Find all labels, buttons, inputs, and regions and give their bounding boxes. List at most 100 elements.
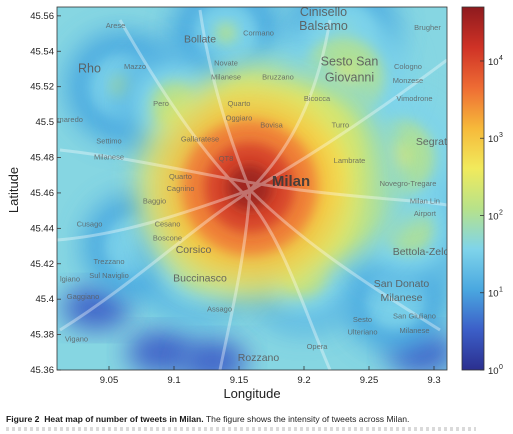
map-label: Cormano — [243, 28, 274, 37]
map-label: Pero — [153, 99, 169, 108]
map-label: Vigano — [65, 335, 88, 344]
heat-spot — [214, 22, 238, 45]
map-label: Oggiaro — [226, 113, 253, 122]
road-line — [57, 188, 251, 242]
x-tick-label: 9.05 — [100, 375, 119, 386]
map-label: Cinisello — [300, 5, 347, 19]
map-label: Milan Lin — [410, 197, 440, 206]
map-label: Bovisa — [260, 120, 283, 129]
caption-label: Figure 2 — [6, 414, 40, 424]
road-layer — [57, 9, 447, 370]
y-axis: 45.56 45.54 45.52 45.5 45.48 45.46 45.44 45.42 4… — [30, 11, 61, 376]
map-label: Novegro-Tregare — [380, 179, 437, 188]
y-tick-label: 45.52 — [30, 82, 54, 93]
map-label: Milanese — [94, 152, 124, 161]
road-line — [248, 188, 441, 332]
map-label: Milanese — [211, 73, 241, 82]
x-axis: 9.05 9.1 9.15 9.2 9.25 9.3 — [100, 366, 441, 386]
plot-frame — [56, 6, 448, 371]
x-tick-label: 9.3 — [427, 375, 440, 386]
map-label: San Giuliano — [393, 312, 436, 321]
y-tick-label: 45.44 — [30, 223, 54, 234]
map-label: Turro — [332, 120, 350, 129]
map-label: Milan — [272, 173, 310, 190]
map-label: Trezzano — [94, 257, 125, 266]
map-label: Opera — [307, 342, 329, 351]
map-label: Arese — [106, 21, 126, 30]
map-label: Monzese — [393, 76, 423, 85]
map-label: Bruzzano — [262, 73, 294, 82]
y-tick-label: 45.4 — [36, 294, 55, 305]
map-label: Quarto — [169, 172, 192, 181]
map-label: Bollate — [184, 33, 216, 45]
colorbar-tick-exponent: 4 — [499, 55, 503, 62]
map-label: lgiano — [60, 275, 80, 284]
map-label: Rozzano — [238, 352, 280, 364]
map-label: Lambrate — [334, 156, 366, 165]
map-label: Mazzo — [124, 62, 146, 71]
y-tick-label: 45.5 — [36, 117, 55, 128]
heat-layer — [62, 7, 447, 370]
map-label: Sesto — [353, 315, 372, 324]
colorbar-tick-exponent: 3 — [499, 132, 503, 139]
colorbar-tick-exponent: 2 — [499, 209, 503, 216]
map-label: Baggio — [143, 197, 166, 206]
heat-spot — [62, 286, 130, 331]
map-label: Rho — [78, 62, 101, 76]
x-axis-label: Longitude — [223, 386, 280, 401]
map-label: Giovanni — [325, 70, 374, 84]
colorbar-tick-label: 10 — [488, 134, 499, 145]
y-tick-label: 45.54 — [30, 46, 54, 57]
map-label: Balsamo — [299, 19, 348, 33]
road-line — [248, 19, 332, 192]
map-label: Vimodrone — [396, 94, 432, 103]
figure-caption: Figure 2 Heat map of number of tweets in… — [6, 414, 506, 425]
colorbar-tick-exponent: 0 — [499, 364, 503, 371]
y-tick-label: 45.46 — [30, 188, 54, 199]
map-label: Cologno — [394, 62, 422, 71]
map-label: Gallaratese — [181, 135, 219, 144]
map-label: Cesano — [155, 220, 181, 229]
map-label: Sesto San — [321, 54, 379, 68]
map-label: Corsico — [176, 244, 212, 256]
map-label: rnaredo — [57, 115, 83, 124]
x-tick-label: 9.2 — [297, 375, 310, 386]
colorbar-tick-label: 10 — [488, 57, 499, 68]
colorbar-tick-label: 10 — [488, 211, 499, 222]
colorbar-tick-exponent: 1 — [499, 287, 503, 294]
y-tick-label: 45.56 — [30, 11, 54, 22]
map-label: Cusago — [77, 220, 103, 229]
map-label: Airport — [414, 209, 437, 218]
map-label: Quarto — [228, 99, 251, 108]
map-label: Gaggiano — [67, 292, 100, 301]
y-tick-label: 45.38 — [30, 330, 54, 341]
map-label: San Donato — [374, 278, 430, 290]
heat-spot — [384, 288, 406, 310]
map-label: QT8 — [219, 154, 234, 163]
y-tick-label: 45.36 — [30, 365, 54, 376]
map-label: Boscone — [153, 234, 182, 243]
y-tick-label: 45.42 — [30, 259, 54, 270]
map-label: Bettola-Zelo — [393, 246, 450, 258]
road-line — [118, 19, 332, 370]
y-tick-label: 45.48 — [30, 153, 54, 164]
map-label: Bicocca — [304, 94, 331, 103]
map-label: Milanese — [399, 326, 429, 335]
map-label: Novate — [214, 58, 238, 67]
map-label: Assago — [207, 305, 232, 314]
map-label: Settimo — [96, 136, 121, 145]
caption-text: The figure shows the intensity of tweets… — [203, 414, 410, 424]
heat-spot — [226, 165, 272, 211]
map-label: Buccinasco — [173, 273, 227, 285]
road-line — [59, 148, 447, 207]
colorbar-tick-label: 10 — [488, 366, 499, 377]
map-label: Brugher — [414, 23, 441, 32]
map-label: Cagnino — [167, 184, 195, 193]
x-tick-label: 9.1 — [167, 375, 180, 386]
road-line — [198, 9, 252, 191]
map-label: Ulteriano — [347, 328, 377, 337]
